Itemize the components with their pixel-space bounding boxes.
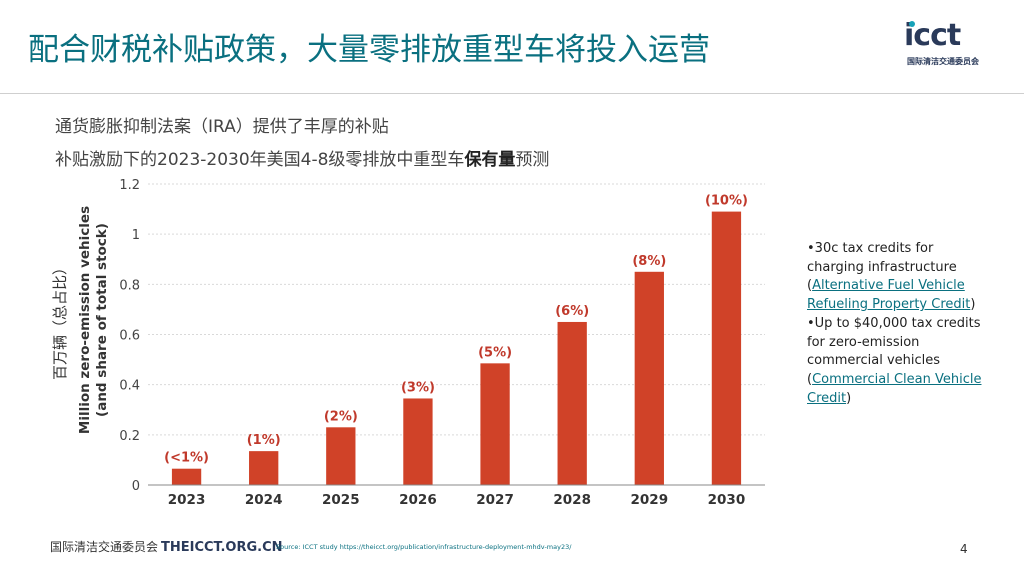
- data-label-2024: (1%): [247, 433, 281, 448]
- y-axis-label-line1: Million zero-emission vehicles: [77, 206, 93, 434]
- footer-organization: 国际清洁交通委员会 THEICCT.ORG.CN: [50, 538, 282, 555]
- y-axis-label-line2: (and share of total stock): [94, 223, 110, 417]
- note-bullet1-close: ): [970, 297, 976, 313]
- y-tick-label: 0.2: [119, 429, 140, 444]
- y-tick-label: 1: [132, 228, 140, 243]
- x-tick-label-2023: 2023: [168, 492, 206, 508]
- x-tick-label-2028: 2028: [553, 492, 591, 508]
- bar-2026: [403, 398, 433, 485]
- link-alternative-fuel-credit[interactable]: Alternative Fuel Vehicle Refueling Prope…: [807, 278, 971, 313]
- logo-subtitle: 国际清洁交通委员会: [907, 57, 979, 66]
- bar-2023: [171, 468, 202, 485]
- slide-title: 配合财税补贴政策，大量零排放重型车将投入运营: [28, 32, 710, 68]
- data-label-2026: (3%): [401, 380, 435, 395]
- y-tick-label: 0.6: [119, 329, 140, 344]
- subtitle-line2-prefix: 补贴激励下的2023-2030年美国4-8级零排放中重型车: [55, 150, 465, 170]
- data-label-2028: (6%): [555, 304, 589, 319]
- footer-org-name: 国际清洁交通委员会: [50, 540, 159, 554]
- bar-2028: [557, 321, 587, 485]
- bar-2024: [249, 451, 279, 485]
- logo-dot-icon: [909, 21, 915, 27]
- note-bullet2-close: ): [846, 390, 852, 406]
- y-tick-label: 0.8: [119, 278, 140, 293]
- x-tick-label-2027: 2027: [476, 492, 514, 508]
- y-tick-label: 0.4: [119, 379, 140, 394]
- title-divider: [0, 93, 1024, 94]
- subtitle-line2-suffix: 预测: [515, 150, 550, 170]
- x-tick-label-2025: 2025: [322, 492, 360, 508]
- data-label-2025: (2%): [324, 409, 358, 424]
- data-label-2030: (10%): [705, 194, 748, 209]
- x-tick-label-2030: 2030: [708, 492, 746, 508]
- y-tick-label: 0: [132, 479, 140, 494]
- tax-credit-notes: •30c tax credits for charging infrastruc…: [807, 240, 982, 408]
- bar-2029: [634, 271, 664, 485]
- note-bullet2-text: •Up to $40,000 tax credits for zero-emis…: [807, 315, 981, 387]
- footer-website-link[interactable]: THEICCT.ORG.CN: [161, 540, 283, 555]
- chart-subtitle-line1: 通货膨胀抑制法案（IRA）提供了丰厚的补贴: [55, 117, 389, 137]
- data-label-2027: (5%): [478, 345, 512, 360]
- x-tick-label-2029: 2029: [631, 492, 669, 508]
- subtitle-line2-bold: 保有量: [464, 150, 516, 170]
- x-tick-label-2024: 2024: [245, 492, 283, 508]
- note-bullet1-text: •30c tax credits for charging infrastruc…: [807, 241, 957, 294]
- y-tick-label: 1.2: [119, 178, 140, 193]
- bar-2025: [326, 427, 356, 485]
- y-axis-label-cn: 百万辆（总占比）: [51, 260, 69, 380]
- data-label-2023: (<1%): [164, 451, 209, 466]
- link-commercial-clean-vehicle-credit[interactable]: Commercial Clean Vehicle Credit: [807, 371, 982, 406]
- chart-subtitle-line2: 补贴激励下的2023-2030年美国4-8级零排放中重型车保有量预测: [55, 145, 549, 170]
- data-label-2029: (8%): [632, 254, 666, 269]
- bar-2030: [711, 211, 742, 485]
- bar-2027: [480, 363, 510, 485]
- x-tick-label-2026: 2026: [399, 492, 437, 508]
- icct-logo: icct 国际清洁交通委员会: [904, 18, 994, 68]
- page-number: 4: [960, 542, 968, 556]
- source-citation: Source: ICCT study https://theicct.org/p…: [276, 543, 572, 551]
- zev-stock-bar-chart: (<1%) (1%) (2%) (3%) (5%) (6%) (8%) (10%) 0 0.2 0…: [51, 178, 765, 508]
